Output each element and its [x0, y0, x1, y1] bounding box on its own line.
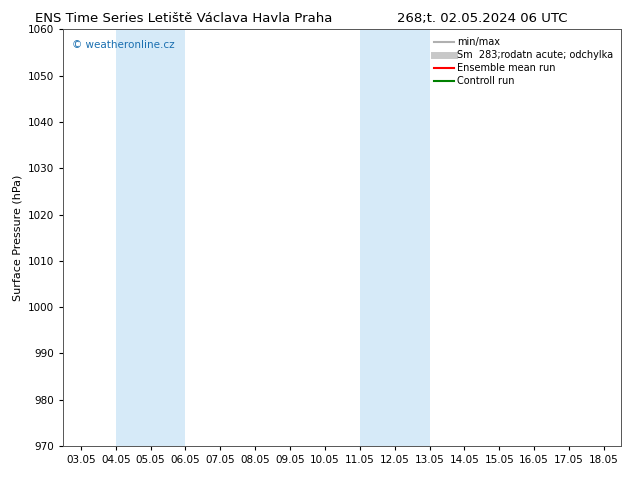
- Legend: min/max, Sm  283;rodatn acute; odchylka, Ensemble mean run, Controll run: min/max, Sm 283;rodatn acute; odchylka, …: [431, 34, 616, 89]
- Bar: [116, 29, 185, 446]
- Text: ENS Time Series Letiště Václava Havla Praha: ENS Time Series Letiště Václava Havla Pr…: [35, 12, 333, 25]
- Bar: [359, 29, 429, 446]
- Text: © weatheronline.cz: © weatheronline.cz: [72, 40, 174, 50]
- Text: 268;t. 02.05.2024 06 UTC: 268;t. 02.05.2024 06 UTC: [397, 12, 567, 25]
- Y-axis label: Surface Pressure (hPa): Surface Pressure (hPa): [13, 174, 23, 301]
